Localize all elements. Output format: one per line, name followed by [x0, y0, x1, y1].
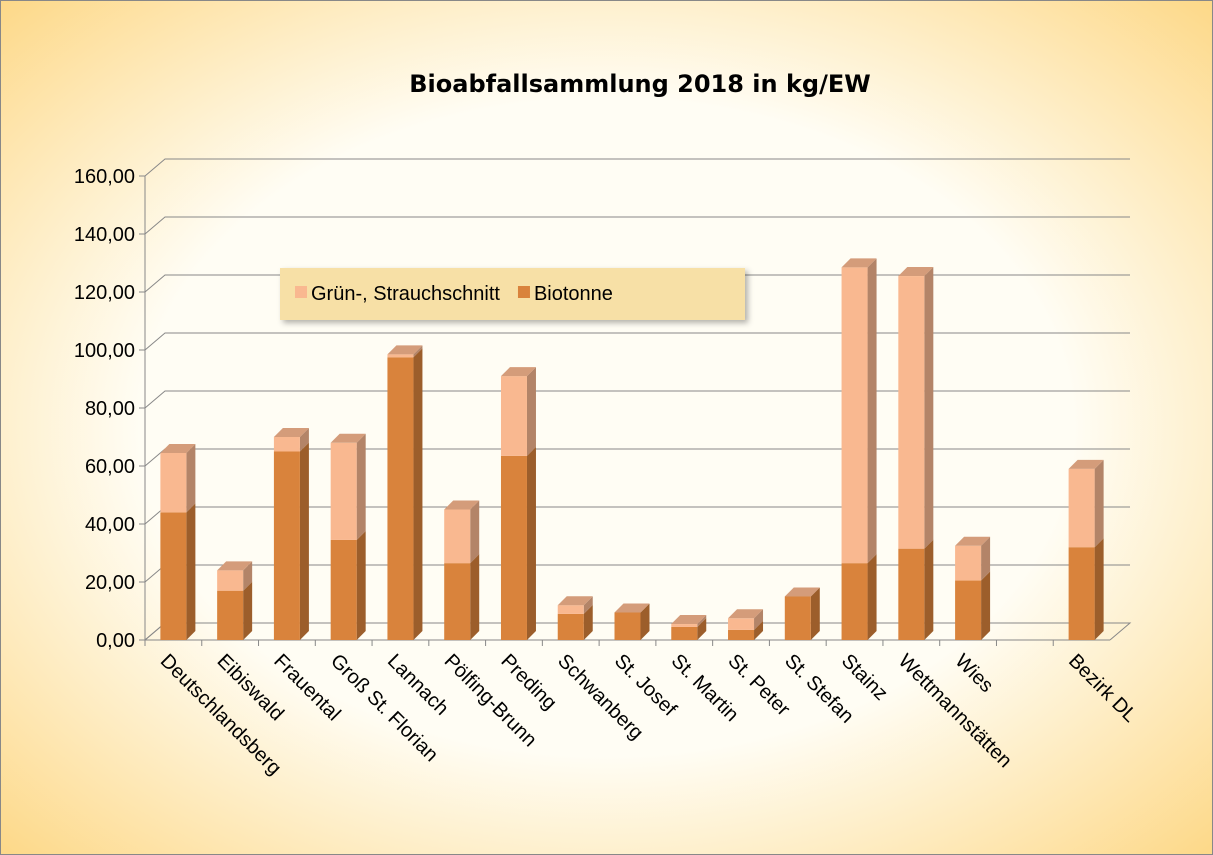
bar-side — [583, 596, 593, 614]
bar — [160, 512, 187, 640]
bar — [273, 437, 300, 452]
bar-side — [186, 503, 196, 640]
bar — [1068, 468, 1095, 548]
bar-side — [583, 604, 593, 640]
bar-top — [444, 500, 480, 510]
bar — [671, 626, 698, 640]
bar-side — [299, 442, 309, 640]
bar — [217, 590, 244, 640]
bar — [898, 276, 925, 549]
bar-side — [924, 267, 934, 549]
bar — [330, 539, 357, 640]
bar-side — [526, 367, 536, 456]
bar — [898, 548, 925, 640]
bar-top — [217, 561, 253, 571]
bar-side — [186, 443, 196, 513]
bar — [671, 624, 698, 627]
bar — [728, 618, 755, 630]
bar — [444, 563, 471, 640]
y-tick-label: 100,00 — [74, 340, 135, 362]
bar-top — [500, 367, 536, 377]
y-tick-label: 80,00 — [85, 398, 135, 420]
bar-top — [614, 603, 650, 613]
bar — [160, 452, 187, 513]
bar-top — [955, 536, 991, 546]
bar-side — [470, 500, 480, 564]
legend-box — [280, 268, 745, 320]
chart-title: Bioabfallsammlung 2018 in kg/EW — [409, 70, 871, 98]
bar-side — [810, 587, 820, 640]
bar-side — [299, 428, 309, 452]
bar-side — [526, 446, 536, 640]
grid-line — [144, 390, 1130, 409]
bar-side — [697, 617, 707, 640]
bar-side — [470, 554, 480, 640]
bar — [217, 570, 244, 591]
bar-top — [671, 615, 707, 625]
bar-side — [1094, 538, 1104, 640]
bar-side — [754, 620, 764, 640]
y-tick-label: 120,00 — [74, 282, 135, 304]
bar-side — [243, 581, 253, 640]
bar-side — [981, 536, 991, 581]
grid-line — [144, 216, 1130, 235]
bar — [273, 451, 300, 640]
legend: Grün-, Strauchschnitt Biotonne — [280, 268, 745, 320]
bar-top — [784, 587, 820, 597]
bar-side — [1094, 459, 1104, 548]
bar-side — [867, 554, 877, 640]
grid-line — [144, 158, 1130, 177]
bar — [387, 354, 414, 358]
grid-line — [144, 274, 1130, 293]
bar — [728, 629, 755, 640]
bar — [444, 509, 471, 564]
bar — [955, 545, 982, 581]
bar — [557, 613, 584, 640]
grid-line — [144, 332, 1130, 351]
bar-side — [924, 539, 934, 640]
bar-side — [981, 571, 991, 640]
bar-side — [413, 348, 423, 640]
legend-label: Grün-, Strauchschnitt — [311, 283, 500, 305]
legend-label: Biotonne — [534, 283, 613, 305]
bar — [784, 596, 811, 640]
bar — [330, 442, 357, 540]
bar-side — [413, 345, 423, 358]
bar — [557, 605, 584, 614]
bar — [841, 267, 868, 564]
bar — [387, 357, 414, 640]
bar-side — [867, 258, 877, 564]
bar-top — [1068, 459, 1104, 469]
bar-top — [273, 428, 309, 437]
bar-side — [640, 603, 650, 640]
bar-top — [898, 267, 934, 277]
y-tick-label: 60,00 — [85, 456, 135, 478]
bar-side — [356, 433, 366, 540]
y-tick-label: 160,00 — [74, 166, 135, 188]
legend-swatch — [295, 286, 307, 298]
bar — [500, 376, 527, 456]
y-tick-label: 40,00 — [85, 514, 135, 536]
bar-side — [243, 561, 253, 591]
bar-top — [330, 433, 366, 443]
bar — [614, 612, 641, 640]
bar-top — [557, 596, 593, 606]
y-tick-label: 0,00 — [96, 630, 135, 652]
bar — [1068, 547, 1095, 640]
bar-top — [160, 443, 196, 453]
bar-side — [754, 609, 764, 630]
y-tick-label: 140,00 — [74, 224, 135, 246]
bar-side — [697, 615, 707, 627]
y-tick-label: 20,00 — [85, 572, 135, 594]
bar-top — [841, 258, 877, 268]
bar — [955, 580, 982, 640]
bar-side — [356, 530, 366, 640]
legend-swatch — [517, 286, 530, 298]
bar-top — [387, 345, 423, 355]
bar — [500, 455, 527, 640]
bar — [841, 563, 868, 640]
bar-top — [728, 609, 764, 619]
